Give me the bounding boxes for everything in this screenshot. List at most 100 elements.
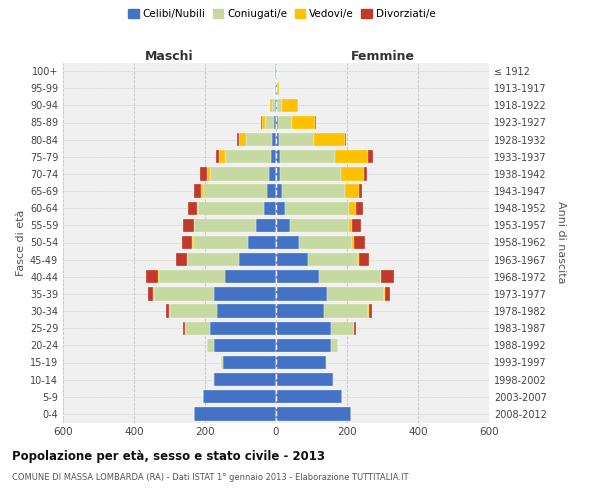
Bar: [276, 322, 331, 335]
Bar: [276, 167, 280, 180]
Bar: [166, 304, 169, 318]
Bar: [278, 116, 292, 129]
Bar: [381, 270, 382, 283]
Bar: [272, 133, 276, 146]
Bar: [276, 116, 278, 129]
Bar: [246, 133, 272, 146]
Bar: [239, 133, 246, 146]
Bar: [276, 150, 280, 164]
Bar: [271, 150, 276, 164]
Text: Maschi: Maschi: [145, 50, 194, 64]
Bar: [276, 218, 290, 232]
Y-axis label: Anni di nascita: Anni di nascita: [556, 201, 566, 284]
Bar: [265, 116, 274, 129]
Bar: [214, 338, 276, 352]
Bar: [159, 270, 224, 283]
Bar: [319, 270, 381, 283]
Bar: [279, 133, 314, 146]
Bar: [328, 287, 384, 300]
Bar: [184, 322, 185, 335]
Bar: [275, 64, 276, 78]
Bar: [276, 98, 277, 112]
Bar: [256, 218, 276, 232]
Text: Popolazione per età, sesso e stato civile - 2013: Popolazione per età, sesso e stato civil…: [12, 450, 325, 463]
Bar: [214, 287, 276, 300]
Bar: [237, 133, 239, 146]
Bar: [262, 116, 265, 129]
Bar: [333, 373, 334, 386]
Bar: [271, 98, 272, 112]
Bar: [276, 253, 308, 266]
Bar: [170, 304, 217, 318]
Bar: [331, 322, 354, 335]
Bar: [176, 253, 187, 266]
Bar: [324, 304, 368, 318]
Legend: Celibi/Nubili, Coniugati/e, Vedovi/e, Divorziati/e: Celibi/Nubili, Coniugati/e, Vedovi/e, Di…: [124, 5, 440, 24]
Bar: [207, 338, 214, 352]
Bar: [200, 167, 207, 180]
Bar: [217, 304, 276, 318]
Bar: [359, 253, 370, 266]
Bar: [154, 287, 214, 300]
Bar: [185, 322, 211, 335]
Bar: [276, 82, 277, 95]
Bar: [368, 150, 373, 164]
Bar: [382, 270, 394, 283]
Bar: [358, 253, 359, 266]
Bar: [269, 167, 276, 180]
Bar: [148, 287, 153, 300]
Bar: [326, 356, 328, 369]
Bar: [308, 253, 358, 266]
Bar: [215, 150, 219, 164]
Bar: [276, 287, 328, 300]
Bar: [315, 116, 316, 129]
Bar: [276, 64, 277, 78]
Bar: [344, 133, 346, 146]
Bar: [203, 184, 267, 198]
Bar: [344, 184, 359, 198]
Bar: [224, 270, 276, 283]
Bar: [314, 133, 344, 146]
Bar: [202, 184, 203, 198]
Bar: [261, 116, 262, 129]
Bar: [275, 82, 276, 95]
Bar: [359, 184, 362, 198]
Bar: [187, 253, 239, 266]
Bar: [248, 236, 276, 249]
Bar: [280, 167, 341, 180]
Bar: [211, 322, 276, 335]
Bar: [214, 373, 276, 386]
Bar: [182, 236, 192, 249]
Bar: [356, 202, 363, 215]
Bar: [263, 202, 276, 215]
Bar: [239, 253, 276, 266]
Bar: [219, 150, 224, 164]
Bar: [276, 133, 279, 146]
Bar: [385, 287, 391, 300]
Bar: [384, 287, 385, 300]
Bar: [276, 356, 326, 369]
Bar: [283, 184, 344, 198]
Bar: [354, 236, 365, 249]
Bar: [276, 390, 341, 404]
Bar: [341, 167, 364, 180]
Y-axis label: Fasce di età: Fasce di età: [16, 210, 26, 276]
Bar: [276, 373, 333, 386]
Bar: [290, 218, 349, 232]
Bar: [283, 98, 298, 112]
Bar: [224, 150, 271, 164]
Bar: [335, 150, 368, 164]
Text: Femmine: Femmine: [350, 50, 415, 64]
Bar: [349, 202, 356, 215]
Bar: [364, 167, 367, 180]
Bar: [276, 338, 331, 352]
Bar: [352, 218, 361, 232]
Bar: [267, 184, 276, 198]
Bar: [349, 218, 352, 232]
Bar: [211, 167, 269, 180]
Bar: [188, 202, 197, 215]
Bar: [194, 184, 202, 198]
Bar: [355, 322, 356, 335]
Bar: [197, 202, 198, 215]
Bar: [276, 407, 350, 420]
